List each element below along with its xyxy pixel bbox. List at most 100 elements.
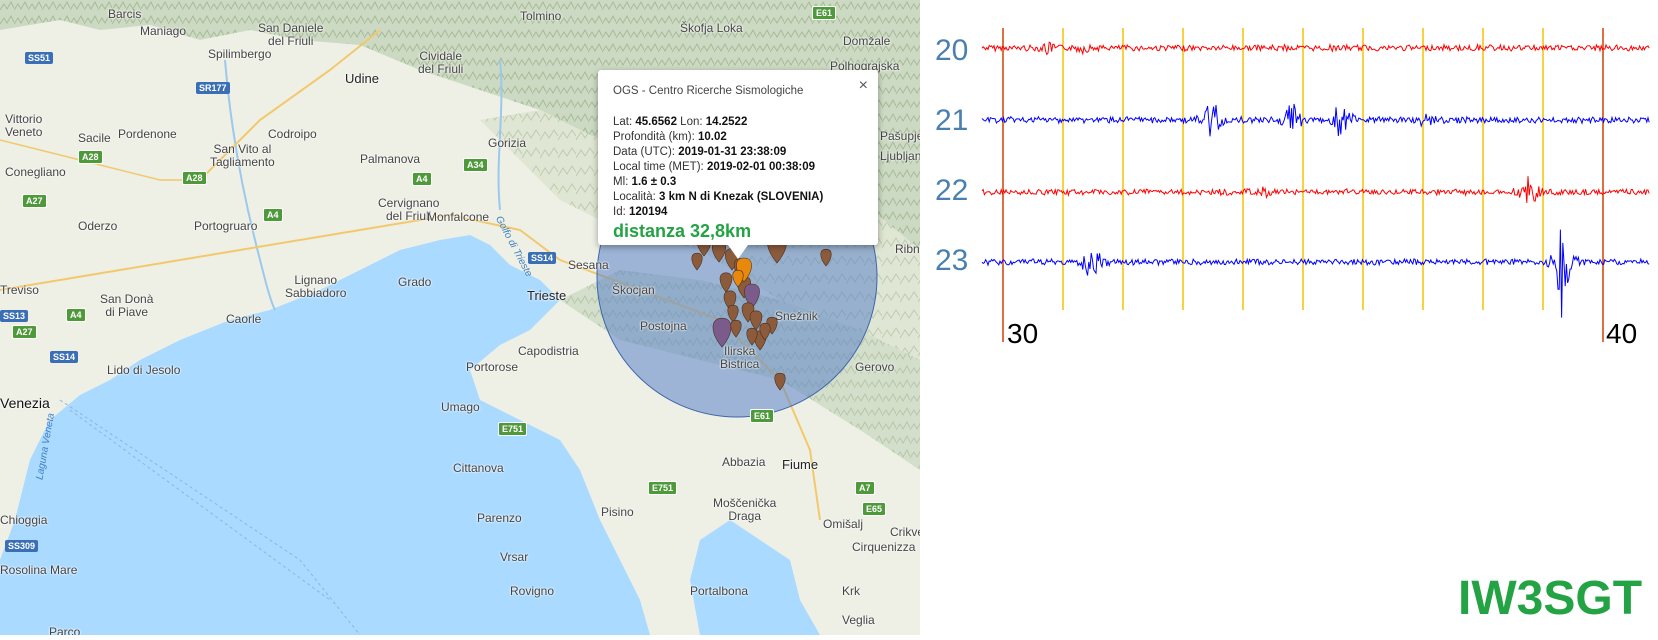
earthquake-marker[interactable] bbox=[746, 327, 758, 346]
city-label: Codroipo bbox=[268, 127, 317, 141]
road-shield: A27 bbox=[12, 325, 37, 339]
city-label: Udine bbox=[345, 71, 379, 86]
popup-title: OGS - Centro Ricerche Sismologiche bbox=[613, 85, 804, 97]
earthquake-marker[interactable] bbox=[749, 310, 763, 331]
hour-label-21: 21 bbox=[935, 104, 969, 137]
road-shield: A4 bbox=[263, 208, 283, 222]
city-label: Lignano Sabbiadoro bbox=[285, 273, 347, 300]
city-label: Parco bbox=[49, 625, 81, 636]
seismogram-trace-22 bbox=[981, 176, 1650, 203]
city-label: Krk bbox=[842, 584, 860, 598]
earthquake-marker[interactable] bbox=[719, 272, 733, 293]
city-label: Pašupje bbox=[880, 129, 920, 143]
city-label: Polhograjska bbox=[830, 59, 900, 73]
magnitude-value: 1.6 ± 0.3 bbox=[631, 176, 677, 188]
road-shield: A27 bbox=[22, 194, 47, 208]
depth-value: 10.02 bbox=[698, 131, 727, 143]
date-label: Data (UTC): bbox=[613, 146, 675, 158]
city-label: Umago bbox=[441, 400, 480, 414]
city-label: Monfalcone bbox=[427, 210, 490, 224]
minute-tick-start: 30 bbox=[1007, 318, 1039, 349]
city-label: Chioggia bbox=[0, 513, 48, 527]
city-label: Caorle bbox=[226, 312, 262, 326]
earthquake-map[interactable]: Barcis Maniago San Daniele del Friuli Tolmin… bbox=[0, 0, 920, 635]
city-label: Oderzo bbox=[78, 219, 118, 233]
city-label: Pisino bbox=[601, 505, 634, 519]
city-label: Portalbona bbox=[690, 584, 749, 598]
id-value: 120194 bbox=[629, 206, 668, 218]
road-shield: E751 bbox=[498, 422, 528, 436]
distance-text: distanza 32,8km bbox=[613, 221, 752, 241]
earthquake-marker[interactable] bbox=[744, 283, 760, 309]
earthquake-marker[interactable] bbox=[712, 317, 732, 348]
city-label: Sacile bbox=[78, 131, 111, 145]
tagliamento-river bbox=[224, 59, 276, 311]
earthquake-info-popup: OGS - Centro Ricerche Sismologiche × Lat… bbox=[598, 70, 878, 259]
city-label: San Vito al Tagliamento bbox=[210, 142, 275, 169]
city-label: Vrsar bbox=[500, 550, 529, 564]
earthquake-marker[interactable] bbox=[759, 322, 771, 341]
local-time-value: 2019-02-01 00:38:09 bbox=[706, 161, 816, 173]
earthquake-marker[interactable] bbox=[732, 269, 744, 288]
road-shield: E751 bbox=[648, 481, 678, 495]
city-label: Škocjan bbox=[612, 283, 655, 297]
location-label: Località: bbox=[613, 191, 656, 203]
earthquake-marker[interactable] bbox=[727, 304, 739, 323]
earthquake-marker[interactable] bbox=[774, 372, 786, 391]
city-label: Crikvenica bbox=[890, 525, 920, 539]
city-label: Palmanova bbox=[360, 152, 421, 166]
earthquake-marker[interactable] bbox=[691, 252, 703, 271]
city-label: Ilirska Bistrica bbox=[720, 344, 760, 371]
lat-label: Lat: bbox=[613, 116, 633, 128]
road-shield: A4 bbox=[412, 172, 432, 186]
date-value: 2019-01-31 23:38:09 bbox=[678, 146, 787, 158]
earthquake-marker[interactable] bbox=[730, 319, 742, 338]
earthquake-marker[interactable] bbox=[820, 248, 832, 267]
city-label: Rovigno bbox=[510, 584, 555, 598]
city-label: Grado bbox=[398, 275, 432, 289]
road-shield: SS51 bbox=[25, 52, 54, 64]
city-label: Spilimbergo bbox=[208, 47, 272, 61]
city-label: Cittanova bbox=[453, 461, 504, 475]
venetian-lagoon bbox=[0, 430, 55, 635]
city-label: Barcis bbox=[108, 7, 142, 21]
road-a23 bbox=[199, 29, 381, 181]
city-label: Gerovo bbox=[855, 360, 895, 374]
road-shield: A28 bbox=[182, 171, 207, 185]
city-label: Vittorio Veneto bbox=[5, 112, 43, 139]
seismogram-panel bbox=[920, 0, 1658, 635]
city-label: Abbazia bbox=[722, 455, 766, 469]
hour-label-22: 22 bbox=[935, 174, 969, 207]
city-label: Cividale del Friuli bbox=[418, 49, 464, 76]
road-shield: A7 bbox=[855, 481, 875, 495]
city-label: Domžale bbox=[843, 34, 891, 48]
road-shield: SS309 bbox=[5, 540, 39, 552]
city-label: Škofja Loka bbox=[680, 21, 743, 35]
seismogram-traces bbox=[981, 28, 1650, 342]
city-label: Omišalj bbox=[823, 517, 864, 531]
depth-label: Profondità (km): bbox=[613, 131, 695, 143]
city-label: Ljubljana bbox=[880, 149, 920, 163]
city-label: Moščenička Draga bbox=[713, 496, 777, 523]
city-label: Trieste bbox=[527, 288, 567, 303]
road-shield: SS14 bbox=[528, 252, 557, 264]
seismogram-trace-23 bbox=[981, 229, 1650, 318]
city-label: San Donà di Piave bbox=[100, 292, 154, 319]
city-label: Sesana bbox=[568, 258, 609, 272]
road-a28 bbox=[0, 139, 200, 181]
city-label: Capodistria bbox=[518, 344, 579, 358]
lat-value: 45.6562 bbox=[635, 116, 677, 128]
city-label: Pordenone bbox=[118, 127, 177, 141]
city-label: Ribnica bbox=[895, 242, 920, 256]
city-label: Gorizia bbox=[488, 136, 527, 150]
road-shield: A4 bbox=[66, 308, 86, 322]
ferry-line bbox=[59, 399, 361, 635]
city-label: Conegliano bbox=[5, 165, 66, 179]
road-shield: SR177 bbox=[196, 82, 230, 94]
road-shield: SS14 bbox=[50, 351, 79, 363]
road-shield: SS13 bbox=[0, 310, 29, 322]
city-label: Postojna bbox=[640, 319, 687, 333]
city-label: Maniago bbox=[140, 24, 187, 38]
city-label: Fiume bbox=[782, 457, 819, 472]
close-icon[interactable]: × bbox=[858, 77, 868, 94]
